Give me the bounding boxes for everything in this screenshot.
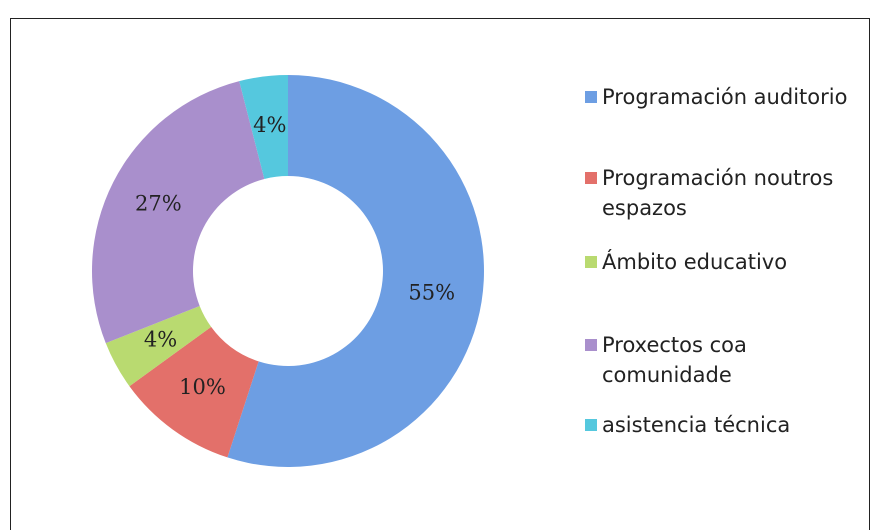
legend-swatch: [585, 339, 597, 351]
value-label: 55%: [408, 280, 455, 304]
legend-swatch: [585, 172, 597, 184]
legend-swatch: [585, 256, 597, 268]
legend-label: asistencia técnica: [602, 413, 791, 437]
value-label: 4%: [144, 328, 177, 352]
value-label: 27%: [135, 191, 182, 215]
frame: [10, 18, 870, 530]
value-label: 4%: [253, 113, 286, 137]
legend-item: Programación noutros espazos: [585, 163, 855, 223]
legend-item: asistencia técnica: [585, 410, 855, 440]
value-label: 10%: [179, 375, 226, 399]
legend-item: Programación auditorio: [585, 82, 855, 112]
donut-slice: [105, 305, 212, 387]
donut-slice: [92, 81, 265, 344]
legend-label: Programación noutros espazos: [602, 166, 834, 220]
donut-slice: [239, 75, 288, 179]
legend-swatch: [585, 419, 597, 431]
legend-label: Proxectos coa comunidade: [602, 333, 747, 387]
legend-item: Proxectos coa comunidade: [585, 330, 855, 390]
legend-label: Programación auditorio: [602, 85, 848, 109]
donut-slice: [129, 326, 259, 458]
legend-swatch: [585, 91, 597, 103]
donut-slice: [227, 75, 484, 467]
legend-item: Ámbito educativo: [585, 247, 855, 277]
legend-label: Ámbito educativo: [602, 250, 788, 274]
